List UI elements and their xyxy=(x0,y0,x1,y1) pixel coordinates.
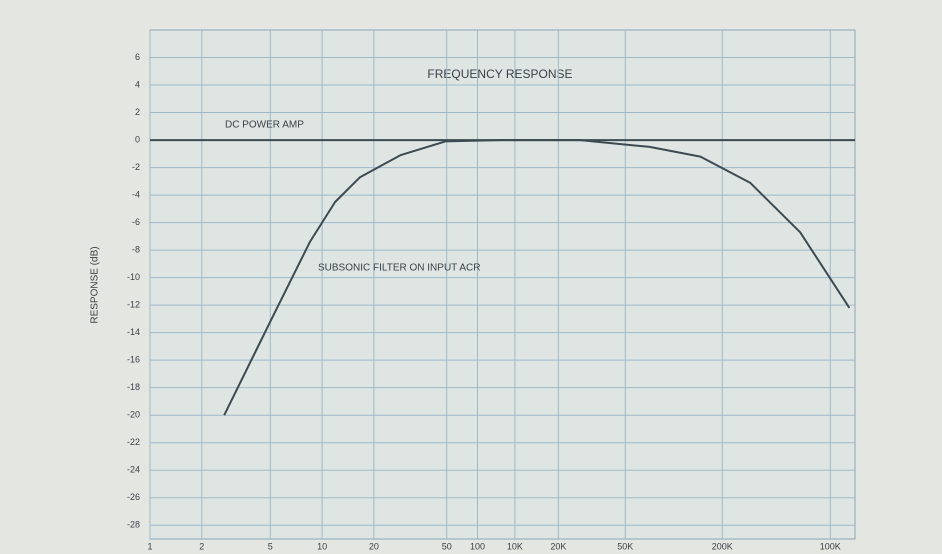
x-tick-label: 1 xyxy=(147,541,152,551)
x-tick-label: 2 xyxy=(199,541,204,551)
y-tick-label: -26 xyxy=(127,492,140,502)
y-tick-label: 2 xyxy=(135,107,140,117)
x-tick-label: 5 xyxy=(268,541,273,551)
x-tick-label: 200K xyxy=(712,541,733,551)
x-tick-label: 100 xyxy=(470,541,485,551)
y-tick-label: -4 xyxy=(132,189,140,199)
y-tick-label: -16 xyxy=(127,355,140,365)
y-tick-label: -12 xyxy=(127,300,140,310)
y-tick-label: -8 xyxy=(132,244,140,254)
y-tick-label: -24 xyxy=(127,465,140,475)
x-tick-label: 20K xyxy=(550,541,566,551)
y-tick-label: -2 xyxy=(132,162,140,172)
y-tick-label: 4 xyxy=(135,79,140,89)
y-tick-label: 0 xyxy=(135,134,140,144)
series-label: DC POWER AMP xyxy=(225,120,304,131)
y-tick-label: -22 xyxy=(127,437,140,447)
x-tick-label: 50K xyxy=(617,541,633,551)
y-axis-label: RESPONSE (dB) xyxy=(90,246,101,323)
series-label: SUBSONIC FILTER ON INPUT ACR xyxy=(318,263,480,274)
y-tick-label: -18 xyxy=(127,382,140,392)
y-tick-label: -14 xyxy=(127,327,140,337)
x-tick-label: 10K xyxy=(507,541,523,551)
y-tick-label: -20 xyxy=(127,410,140,420)
x-tick-label: 20 xyxy=(369,541,379,551)
y-tick-label: -6 xyxy=(132,217,140,227)
y-tick-label: -28 xyxy=(127,520,140,530)
x-tick-label: 50 xyxy=(442,541,452,551)
y-tick-label: 6 xyxy=(135,52,140,62)
chart-title: FREQUENCY RESPONSE xyxy=(427,67,572,81)
x-tick-label: 10 xyxy=(317,541,327,551)
y-tick-label: -10 xyxy=(127,272,140,282)
series-line xyxy=(223,139,851,416)
plot-area xyxy=(149,29,856,540)
x-tick-label: 100K xyxy=(820,541,841,551)
